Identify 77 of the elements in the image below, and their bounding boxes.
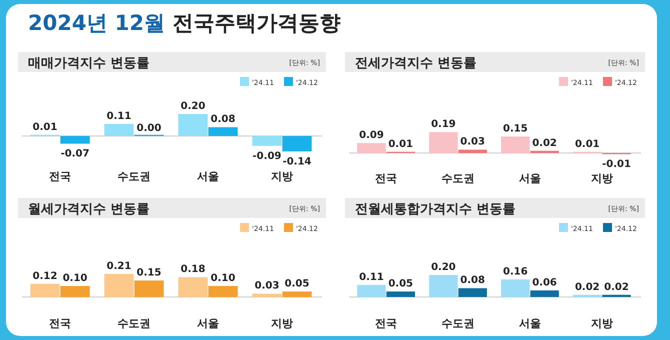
data-label: 0.05 [284, 278, 310, 290]
bar [104, 274, 134, 297]
bar [357, 143, 386, 153]
data-label: 0.10 [210, 273, 236, 284]
data-label: 0.16 [503, 266, 528, 278]
x-tick-label: 지방 [590, 172, 613, 185]
x-tick-label: 전국 [375, 172, 398, 185]
bar [60, 136, 90, 144]
data-label: 0.08 [460, 275, 486, 286]
data-label: 0.00 [136, 123, 162, 134]
data-label: 0.12 [32, 270, 58, 282]
data-label: 0.02 [574, 282, 600, 293]
bar [386, 292, 416, 297]
data-label: 0.03 [460, 136, 486, 148]
x-tick-label: 서울 [196, 317, 219, 330]
data-label: -0.14 [282, 156, 312, 168]
bar [501, 136, 530, 153]
data-label: 0.20 [431, 262, 456, 273]
data-label: 0.20 [180, 101, 206, 112]
bar [501, 279, 530, 297]
data-label: 0.15 [503, 124, 528, 134]
bar [458, 150, 487, 153]
x-tick-label: 서울 [518, 172, 541, 185]
bar [104, 124, 134, 136]
chart-title: 월세가격지수 변동률 [28, 202, 150, 217]
chart-title: 전월세통합가격지수 변동률 [355, 202, 516, 217]
x-tick-label: 수도권 [118, 170, 151, 183]
x-tick-label: 지방 [590, 317, 613, 330]
data-label: 0.15 [136, 268, 162, 278]
x-tick-label: 전국 [49, 317, 72, 330]
bar [178, 277, 208, 297]
bar [429, 132, 458, 153]
data-label: 0.09 [359, 130, 384, 142]
data-label: 0.05 [388, 278, 414, 290]
bar [60, 286, 90, 297]
bar [30, 284, 60, 297]
data-label: 0.11 [359, 272, 384, 283]
data-label: 0.21 [106, 260, 132, 272]
x-tick-label: 수도권 [118, 317, 151, 330]
data-label: 0.10 [62, 273, 88, 284]
data-label: 0.18 [180, 264, 206, 276]
chart-title: 전세가격지수 변동률 [355, 56, 477, 71]
x-tick-label: 서울 [518, 317, 541, 330]
x-tick-label: 지방 [270, 317, 293, 330]
x-tick-label: 서울 [196, 170, 219, 183]
x-tick-label: 전국 [49, 170, 72, 183]
x-tick-label: 수도권 [442, 172, 475, 185]
data-label: 0.02 [604, 282, 629, 293]
text: 2024년 12월 전국주택가격동향 [28, 11, 340, 35]
data-label: 0.11 [106, 110, 132, 122]
bar [134, 280, 164, 297]
chart-title: 매매가격지수 변동률 [28, 56, 150, 71]
bar [429, 275, 458, 297]
bar [458, 288, 487, 297]
bar [252, 136, 282, 146]
data-label: 0.01 [32, 122, 58, 133]
x-tick-label: 지방 [270, 170, 293, 183]
data-label: 0.08 [210, 114, 236, 126]
bar [282, 292, 312, 297]
bar [282, 136, 312, 152]
data-label: 0.01 [574, 138, 600, 150]
bar [208, 286, 238, 297]
data-label: -0.01 [602, 159, 631, 170]
data-label: 0.19 [431, 119, 456, 130]
x-tick-label: 전국 [375, 317, 398, 330]
data-label: 0.06 [532, 277, 557, 288]
bar [530, 290, 559, 297]
bar [357, 284, 386, 297]
data-label: -0.07 [60, 148, 90, 160]
bar [178, 114, 208, 136]
bar [208, 127, 238, 136]
data-label: 0.03 [254, 280, 280, 292]
x-tick-label: 수도권 [442, 317, 475, 330]
data-label: 0.02 [532, 138, 557, 149]
data-label: -0.09 [252, 150, 282, 162]
bar [252, 294, 282, 297]
data-label: 0.01 [388, 138, 414, 150]
